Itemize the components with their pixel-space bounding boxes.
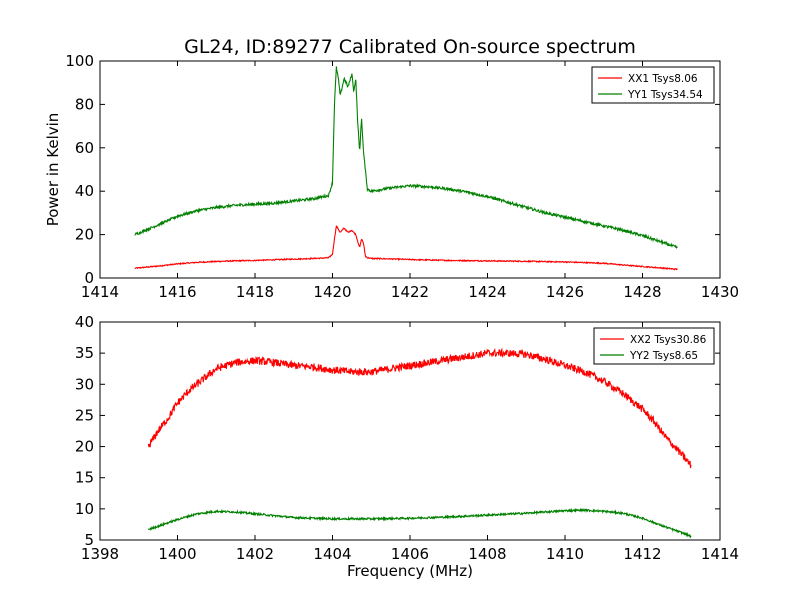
bottom-x-tick-label: 1414 bbox=[701, 545, 739, 563]
top-x-tick-label: 1418 bbox=[236, 283, 274, 301]
bottom-x-tick-label: 1412 bbox=[623, 545, 661, 563]
top-x-tick-label: 1414 bbox=[81, 283, 119, 301]
bottom-y-tick-label: 30 bbox=[75, 375, 94, 393]
bottom-y-tick-label: 15 bbox=[75, 469, 94, 487]
bottom-x-tick-label: 1402 bbox=[236, 545, 274, 563]
bottom-series-line-2 bbox=[147, 507, 692, 539]
top-legend: XX1 Tsys8.06 YY1 Tsys34.54 bbox=[591, 66, 715, 104]
bottom-y-tick-label: 25 bbox=[75, 406, 94, 424]
bottom-x-axis-label: Frequency (MHz) bbox=[347, 562, 473, 580]
chart-title: GL24, ID:89277 Calibrated On-source spec… bbox=[184, 36, 636, 58]
top-y-tick-label: 60 bbox=[75, 139, 94, 157]
top-series-group bbox=[134, 66, 678, 271]
bottom-legend-box bbox=[593, 327, 715, 365]
top-x-tick-label: 1422 bbox=[391, 283, 429, 301]
bottom-x-tick-label: 1400 bbox=[158, 545, 196, 563]
bottom-y-tick-label: 10 bbox=[75, 500, 94, 518]
top-y-tick-label: 80 bbox=[75, 95, 94, 113]
top-series-line-1 bbox=[134, 225, 678, 271]
bottom-y-tick-label: 5 bbox=[84, 531, 94, 549]
top-x-tick-label: 1428 bbox=[623, 283, 661, 301]
bottom-x-tick-label: 1408 bbox=[468, 545, 506, 563]
bottom-spectrum-plot: 1398 1400 1402 1404 1406 1408 1410 1412 1414 5 10 1… bbox=[75, 313, 739, 580]
top-x-tick-label: 1416 bbox=[158, 283, 196, 301]
bottom-series-group bbox=[147, 347, 692, 539]
bottom-legend-label-2: YY2 Tsys8.65 bbox=[629, 350, 698, 362]
top-x-tick-label: 1424 bbox=[468, 283, 506, 301]
bottom-x-tick-label: 1406 bbox=[391, 545, 429, 563]
top-x-tick-label: 1430 bbox=[701, 283, 739, 301]
top-y-axis-label: Power in Kelvin bbox=[44, 113, 62, 227]
top-legend-label-1: XX1 Tsys8.06 bbox=[628, 73, 698, 85]
top-x-tick-label: 1420 bbox=[313, 283, 351, 301]
top-x-tick-label: 1426 bbox=[546, 283, 584, 301]
bottom-x-tick-label: 1398 bbox=[81, 545, 119, 563]
top-legend-label-2: YY1 Tsys34.54 bbox=[627, 89, 703, 101]
top-spectrum-plot: 1414 1416 1418 1420 1422 1424 1426 1428 1430 0 20 4… bbox=[44, 52, 739, 301]
top-y-tick-label: 0 bbox=[84, 269, 94, 287]
bottom-y-tick-label: 20 bbox=[75, 438, 94, 456]
bottom-legend-label-1: XX2 Tsys30.86 bbox=[630, 334, 707, 346]
bottom-x-tick-label: 1404 bbox=[313, 545, 351, 563]
bottom-y-tick-label: 35 bbox=[75, 344, 94, 362]
top-series-line-2 bbox=[134, 66, 678, 249]
bottom-y-tick-label: 40 bbox=[75, 313, 94, 331]
top-y-tick-label: 100 bbox=[65, 52, 94, 70]
top-y-tick-label: 20 bbox=[75, 226, 94, 244]
top-legend-box bbox=[591, 66, 715, 104]
bottom-x-tick-label: 1410 bbox=[546, 545, 584, 563]
bottom-series-line-1 bbox=[147, 347, 692, 469]
bottom-legend: XX2 Tsys30.86 YY2 Tsys8.65 bbox=[593, 327, 715, 365]
top-y-tick-label: 40 bbox=[75, 182, 94, 200]
